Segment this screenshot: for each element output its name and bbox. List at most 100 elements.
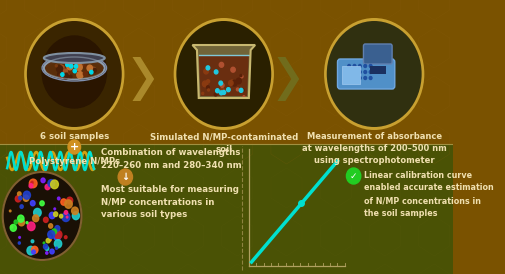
Circle shape	[236, 78, 241, 84]
Circle shape	[67, 63, 73, 70]
Circle shape	[42, 36, 107, 108]
Circle shape	[58, 72, 62, 77]
Circle shape	[201, 92, 204, 95]
Circle shape	[239, 75, 241, 77]
Text: Simulated N/MP-contaminated
soil: Simulated N/MP-contaminated soil	[149, 132, 297, 153]
Circle shape	[10, 210, 11, 212]
Circle shape	[65, 74, 67, 76]
Circle shape	[31, 240, 34, 243]
Circle shape	[46, 238, 50, 243]
Circle shape	[239, 88, 242, 92]
Text: Measurement of absorbance
at wavelengths of 200–500 nm
using spectrophotometer: Measurement of absorbance at wavelengths…	[301, 132, 446, 165]
Circle shape	[18, 242, 20, 244]
Circle shape	[240, 75, 242, 78]
Circle shape	[55, 230, 62, 239]
Circle shape	[214, 70, 218, 74]
Circle shape	[59, 74, 63, 78]
Circle shape	[66, 216, 68, 218]
Ellipse shape	[44, 57, 105, 79]
Text: ✓: ✓	[349, 172, 357, 181]
Text: Polystyrene N/MPs: Polystyrene N/MPs	[29, 157, 120, 166]
Circle shape	[66, 63, 69, 67]
Circle shape	[236, 88, 238, 91]
Circle shape	[73, 69, 76, 73]
Circle shape	[65, 61, 71, 67]
Circle shape	[74, 64, 77, 68]
Bar	[341, 66, 359, 84]
Circle shape	[27, 246, 34, 255]
Circle shape	[18, 215, 24, 222]
Polygon shape	[198, 55, 248, 96]
Circle shape	[230, 67, 235, 72]
Circle shape	[58, 197, 60, 200]
FancyBboxPatch shape	[337, 59, 394, 89]
Circle shape	[242, 96, 244, 98]
Text: Most suitable for measuring
N/MP concentrations in
various soil types: Most suitable for measuring N/MP concent…	[101, 185, 238, 219]
Circle shape	[84, 65, 86, 67]
Circle shape	[24, 18, 124, 130]
Circle shape	[65, 73, 69, 78]
Circle shape	[60, 66, 64, 70]
Circle shape	[69, 64, 73, 68]
Circle shape	[76, 64, 82, 71]
Circle shape	[52, 229, 57, 234]
Circle shape	[10, 224, 16, 231]
Circle shape	[32, 250, 35, 254]
Circle shape	[346, 168, 360, 184]
Circle shape	[54, 232, 61, 240]
Circle shape	[56, 247, 58, 249]
Text: Linear calibration curve
enabled accurate estimation
of N/MP concentrations in
t: Linear calibration curve enabled accurat…	[364, 171, 493, 218]
Ellipse shape	[44, 53, 105, 63]
Circle shape	[369, 76, 371, 79]
Ellipse shape	[45, 61, 103, 79]
Circle shape	[43, 217, 48, 222]
Circle shape	[27, 21, 122, 127]
Circle shape	[352, 64, 355, 67]
Circle shape	[61, 73, 64, 76]
Circle shape	[363, 64, 366, 67]
Circle shape	[49, 239, 51, 241]
Circle shape	[54, 240, 62, 248]
Circle shape	[77, 68, 81, 73]
Circle shape	[50, 180, 58, 189]
Circle shape	[347, 64, 350, 67]
Circle shape	[55, 226, 60, 231]
Circle shape	[369, 70, 371, 73]
Circle shape	[15, 196, 21, 202]
Circle shape	[231, 80, 237, 86]
Circle shape	[33, 209, 41, 217]
Circle shape	[88, 71, 91, 74]
Circle shape	[176, 21, 271, 127]
Circle shape	[64, 211, 68, 214]
Circle shape	[32, 215, 39, 222]
Circle shape	[72, 207, 78, 215]
Circle shape	[69, 70, 72, 73]
Circle shape	[173, 18, 273, 130]
Circle shape	[45, 252, 48, 254]
Text: ↓: ↓	[121, 172, 129, 182]
Circle shape	[63, 73, 68, 79]
Circle shape	[363, 76, 366, 79]
Circle shape	[41, 178, 45, 183]
Circle shape	[206, 80, 209, 83]
Circle shape	[215, 89, 219, 93]
Circle shape	[18, 219, 24, 226]
Circle shape	[11, 226, 13, 228]
Circle shape	[352, 70, 355, 73]
Circle shape	[207, 89, 209, 91]
Circle shape	[26, 222, 28, 224]
Circle shape	[347, 76, 350, 79]
Circle shape	[358, 76, 361, 79]
Circle shape	[226, 88, 230, 92]
Circle shape	[72, 212, 79, 220]
Circle shape	[214, 93, 217, 96]
Circle shape	[48, 179, 55, 187]
Circle shape	[87, 65, 92, 71]
Circle shape	[45, 247, 48, 250]
Circle shape	[31, 246, 38, 253]
Text: +: +	[70, 142, 79, 152]
Circle shape	[61, 199, 67, 205]
Circle shape	[59, 65, 63, 70]
Circle shape	[76, 61, 81, 66]
Circle shape	[347, 70, 350, 73]
